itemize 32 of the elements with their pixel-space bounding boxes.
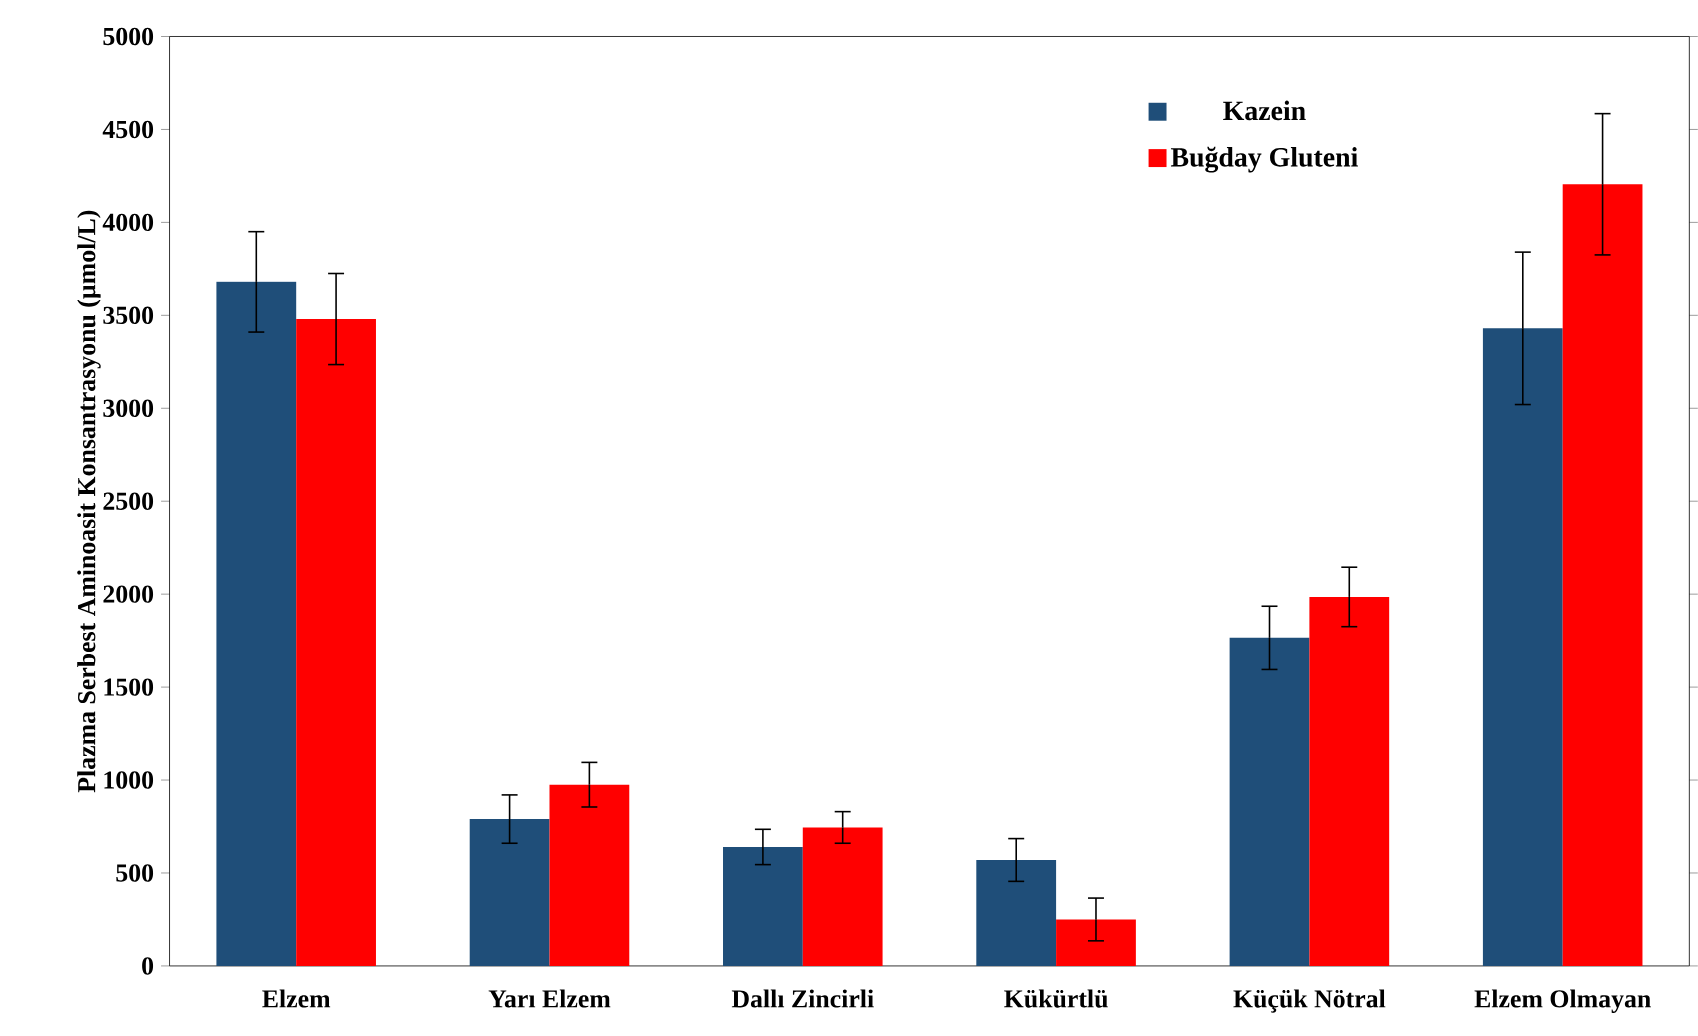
y-tick-label: 4500 [102,120,154,139]
y-tick-label: 4000 [102,213,154,232]
y-tick-label: 2000 [103,585,154,603]
bar [723,847,803,967]
x-tick-label: Dallı Zincirli [731,989,874,1008]
y-tick-label: 1500 [104,678,154,696]
x-tick-label: Küçük Nötral [1233,989,1386,1013]
y-tick-label: 500 [116,864,154,882]
y-tick-label: 3000 [103,399,154,418]
bar [1482,328,1563,967]
y-tick-label: 1000 [104,771,154,789]
x-tick-label: Elzem Olmayan [1474,989,1651,1014]
bar [1056,919,1136,967]
x-tick-label: Kükürtlü [1004,989,1108,1008]
bar [802,827,883,967]
bar [216,281,297,967]
legend-label: Buğday Gluteni [1170,146,1358,173]
bar [1562,184,1643,967]
y-tick-label: 2500 [103,492,154,511]
y-tick-label: 3500 [103,306,154,325]
bar [1309,597,1390,967]
bar [469,819,550,967]
y-axis-title: Plazma Serbest Aminoasit Konsantrasyonu (µmol/L) [77,210,101,793]
bar [1229,637,1310,967]
legend-label: Kazein [1223,100,1306,121]
x-tick-label: Elzem [262,989,331,1008]
y-tick-label: 5000 [103,27,154,46]
bar [976,860,1057,967]
bar [296,319,376,967]
x-tick-label: Yarı Elzem [488,989,611,1008]
bar [549,784,630,967]
y-tick-label: 0 [142,957,154,975]
